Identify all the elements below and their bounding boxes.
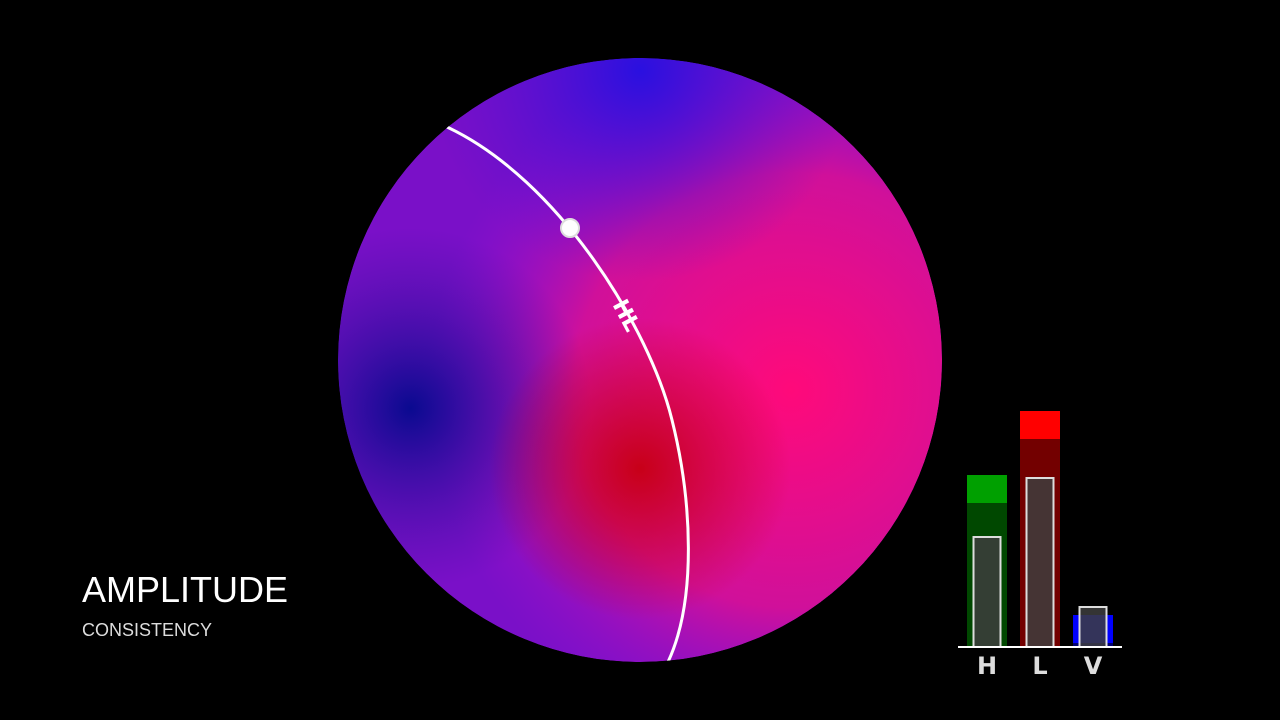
value-bar [972, 536, 1002, 648]
arc-point[interactable] [560, 218, 580, 238]
category-label: H [977, 652, 997, 680]
sphere [338, 58, 942, 662]
subtitle: CONSISTENCY [82, 620, 212, 640]
category-label: V [1084, 652, 1103, 680]
category-label: L [1032, 652, 1047, 680]
value-bar [1078, 606, 1108, 648]
target-bar-cap [967, 475, 1007, 503]
arc [446, 125, 690, 662]
target-bar-cap [1020, 411, 1060, 439]
value-bar [1025, 477, 1055, 648]
title: AMPLITUDE [82, 569, 288, 610]
